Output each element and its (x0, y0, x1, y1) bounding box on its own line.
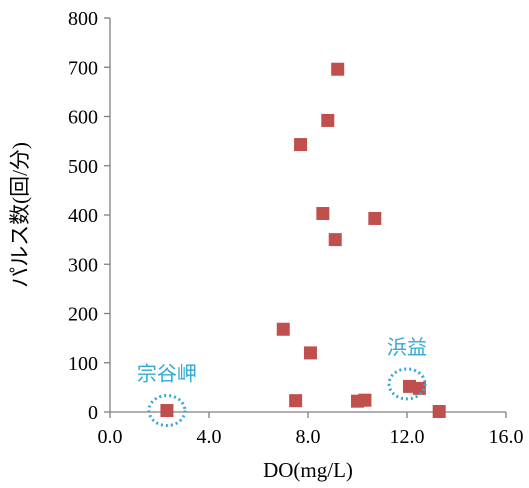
x-tick-label: 0.0 (98, 426, 123, 448)
data-point (358, 393, 372, 407)
data-point (316, 207, 330, 221)
x-tick-label: 12.0 (390, 426, 425, 448)
y-tick-label: 500 (68, 156, 98, 178)
y-tick-label: 100 (68, 353, 98, 375)
data-point (402, 379, 416, 393)
x-axis-title: DO(mg/L) (263, 458, 353, 482)
data-point (331, 62, 345, 76)
y-tick-label: 600 (68, 107, 98, 129)
annotations: 宗谷岬 浜益 (137, 335, 427, 428)
data-point (303, 346, 317, 360)
data-point (276, 322, 290, 336)
data-point (321, 113, 335, 127)
data-point (328, 233, 342, 247)
x-tick-label: 8.0 (296, 426, 321, 448)
annotation-circle (147, 394, 187, 428)
data-point (289, 394, 303, 408)
annotation-label: 浜益 (387, 335, 427, 359)
y-tick-label: 300 (68, 254, 98, 276)
data-point (412, 381, 426, 395)
x-axis-ticks: 0.0 4.0 8.0 12.0 16.0 (98, 412, 524, 448)
annotation-label: 宗谷岬 (137, 362, 197, 386)
y-tick-label: 700 (68, 57, 98, 79)
y-tick-label: 800 (68, 8, 98, 30)
y-axis-title: パルス数(回/分) (8, 142, 32, 288)
data-point (294, 138, 308, 152)
data-points (160, 62, 446, 419)
y-tick-label: 400 (68, 205, 98, 227)
y-axis-ticks: 0 100 200 300 400 500 600 700 800 (68, 8, 110, 424)
annotation-circle (387, 367, 427, 401)
y-tick-label: 0 (88, 402, 98, 424)
data-point (368, 211, 382, 225)
data-point (432, 405, 446, 419)
data-point (160, 404, 174, 418)
x-tick-label: 4.0 (197, 426, 222, 448)
x-tick-label: 16.0 (489, 426, 524, 448)
y-tick-label: 200 (68, 304, 98, 326)
